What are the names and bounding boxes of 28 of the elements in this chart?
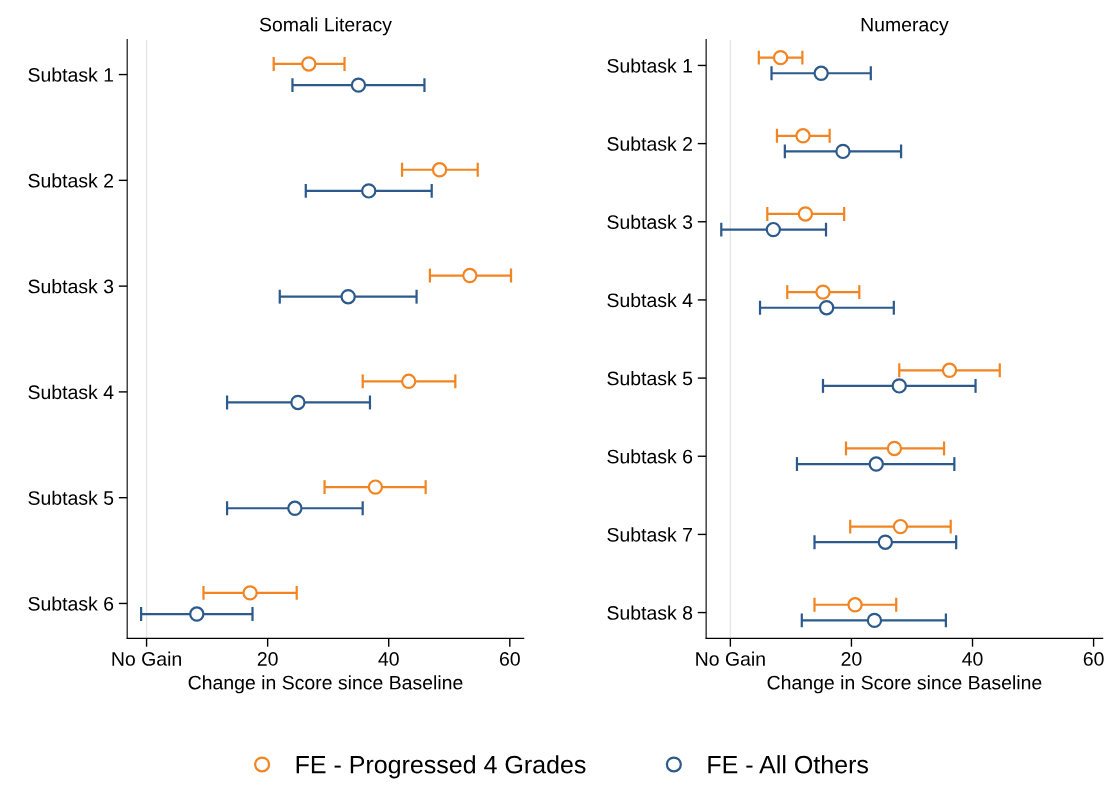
y-tick-label: Subtask 5	[28, 490, 114, 505]
y-tick-label: Subtask 1	[28, 67, 114, 82]
chart-title: Somali Literacy	[259, 17, 392, 36]
x-axis-title: Change in Score since Baseline	[188, 675, 463, 694]
x-tick-label: 40	[962, 652, 983, 666]
y-tick-label: Subtask 3	[607, 214, 693, 229]
x-tick-label: 60	[499, 652, 520, 666]
legend-label: FE - All Others	[708, 755, 868, 774]
y-tick-label: Subtask 3	[28, 279, 114, 294]
y-tick-label: Subtask 8	[607, 605, 693, 620]
y-tick-label: Subtask 6	[607, 449, 693, 464]
y-tick-label: Subtask 6	[28, 596, 114, 611]
legend-label: FE - Progressed 4 Grades	[296, 755, 586, 779]
y-tick-label: Subtask 4	[28, 384, 114, 400]
y-tick-label: Subtask 2	[28, 173, 114, 188]
y-tick-label: Subtask 1	[607, 58, 692, 73]
x-axis-title: Change in Score since Baseline	[767, 675, 1042, 694]
x-tick-label: No Gain	[112, 651, 181, 666]
x-tick-label: 60	[1083, 652, 1104, 666]
y-tick-label: Subtask 2	[607, 136, 692, 151]
y-tick-label: Subtask 5	[607, 371, 693, 386]
x-tick-label: No Gain	[696, 651, 765, 666]
y-tick-label: Subtask 4	[607, 292, 693, 308]
x-tick-label: 40	[378, 652, 399, 666]
x-tick-label: 20	[841, 652, 862, 666]
x-tick-label: 20	[257, 652, 278, 666]
y-tick-label: Subtask 7	[607, 527, 692, 542]
chart-title: Numeracy	[861, 17, 949, 36]
